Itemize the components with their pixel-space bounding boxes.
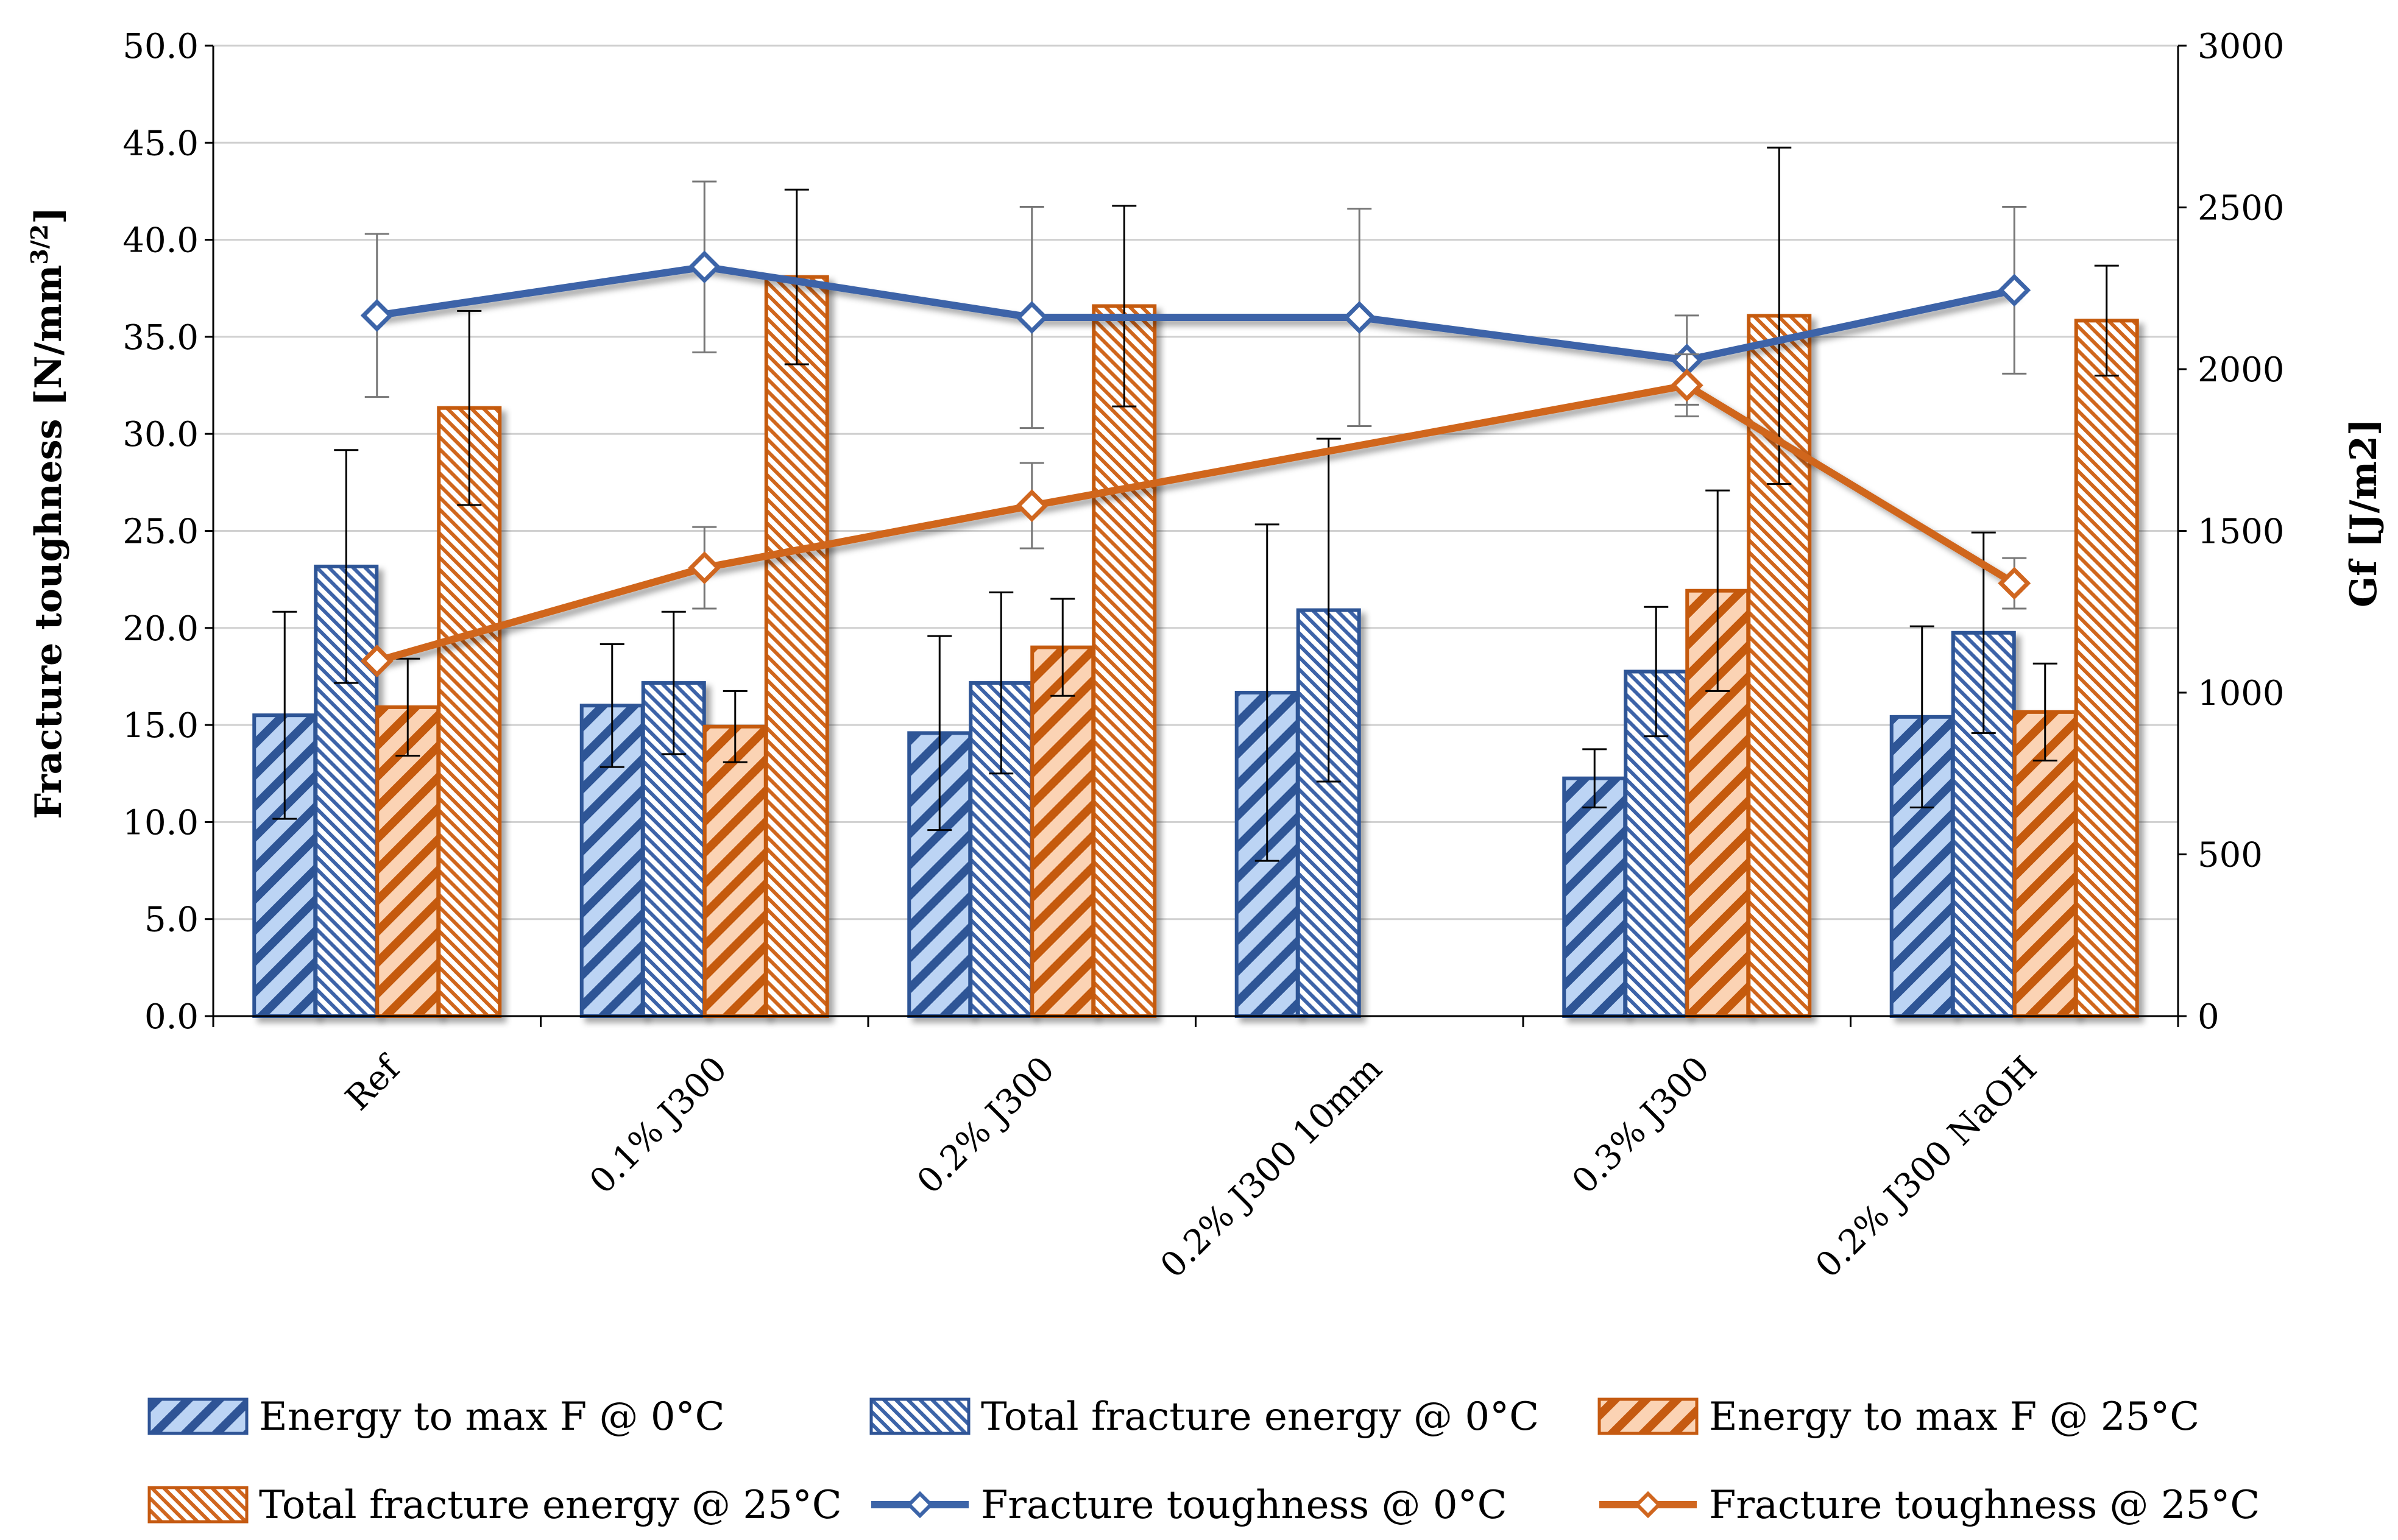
bar	[764, 275, 829, 1018]
legend-label: Energy to max F @ 25°C	[1709, 1394, 2199, 1439]
y-left-tick-label: 25.0	[122, 512, 199, 552]
legend-label: Total fracture energy @ 0°C	[981, 1394, 1539, 1439]
lines	[360, 180, 2031, 677]
x-tick-label: 0.2% J300 10mm	[1153, 1049, 1390, 1286]
y-left-tick-label: 5.0	[144, 900, 199, 940]
y-right-tick-label: 3000	[2198, 27, 2285, 66]
bar	[1030, 645, 1095, 1019]
y-left-tick-label: 0.0	[144, 997, 199, 1037]
y-left-tick-label: 40.0	[122, 221, 199, 261]
line-marker	[1998, 567, 2031, 600]
y-axis-left-title: Fracture toughness [N/mm3/2]	[26, 207, 71, 819]
line-marker	[1015, 489, 1049, 523]
legend-swatch	[147, 1397, 249, 1435]
y-axis-left-title-superscript: 3/2	[26, 224, 53, 265]
legend-swatch	[147, 1486, 249, 1524]
y-right-tick-label: 1500	[2198, 512, 2285, 552]
x-tick-label: 0.2% J300 NaOH	[1808, 1049, 2045, 1285]
legend-label: Fracture toughness @ 25°C	[1709, 1483, 2260, 1528]
line-marker	[1670, 369, 1703, 402]
x-tick-label: Ref	[338, 1047, 409, 1118]
legend-label: Total fracture energy @ 25°C	[259, 1483, 842, 1528]
legend-marker	[1634, 1491, 1662, 1519]
y-right-tick-label: 1000	[2198, 674, 2285, 713]
bar	[2074, 319, 2139, 1018]
x-tick-label: 0.1% J300	[582, 1049, 735, 1202]
legend-label: Fracture toughness @ 0°C	[981, 1483, 1507, 1528]
bars	[252, 146, 2139, 1019]
legend-marker	[906, 1491, 934, 1519]
line-marker	[1015, 301, 1049, 334]
line-marker	[688, 551, 721, 584]
y-left-tick-label: 15.0	[122, 706, 199, 746]
y-axis-right-title: Gf [J/m2]	[2343, 419, 2385, 607]
line-marker	[688, 250, 721, 284]
y-left-tick-label: 10.0	[122, 803, 199, 842]
x-tick-label: 0.2% J300	[910, 1049, 1063, 1202]
y-axis-left-title-end: ]	[27, 207, 70, 224]
y-right-tick-label: 500	[2198, 836, 2263, 875]
y-left-tick-label: 45.0	[122, 124, 199, 163]
line-marker	[360, 645, 394, 677]
legend-swatch	[1597, 1397, 1699, 1435]
legend: Energy to max F @ 0°C Total fracture ener…	[147, 1394, 2260, 1528]
line-marker	[1343, 301, 1376, 334]
y-right-tick-label: 2500	[2198, 189, 2285, 228]
y-left-tick-label: 20.0	[122, 609, 199, 649]
series-line	[376, 263, 2015, 364]
legend-label: Energy to max F @ 0°C	[259, 1394, 725, 1439]
x-tick-label: 0.3% J300	[1565, 1049, 1717, 1202]
y-right-tick-label: 2000	[2198, 350, 2285, 390]
gridlines	[213, 44, 2178, 920]
y-left-tick-label: 35.0	[122, 318, 199, 358]
bar	[702, 724, 768, 1018]
y-left-tick-label: 30.0	[122, 415, 199, 454]
bar	[1092, 304, 1157, 1019]
line-marker	[360, 298, 394, 332]
bar	[1562, 776, 1627, 1018]
y-right-tick-label: 0	[2198, 997, 2219, 1037]
line-marker	[1998, 274, 2031, 307]
y-axis-left-title-main: Fracture toughness [N/mm	[27, 265, 70, 819]
y-left-tick-label: 50.0	[122, 27, 199, 66]
legend-swatch	[869, 1397, 971, 1435]
